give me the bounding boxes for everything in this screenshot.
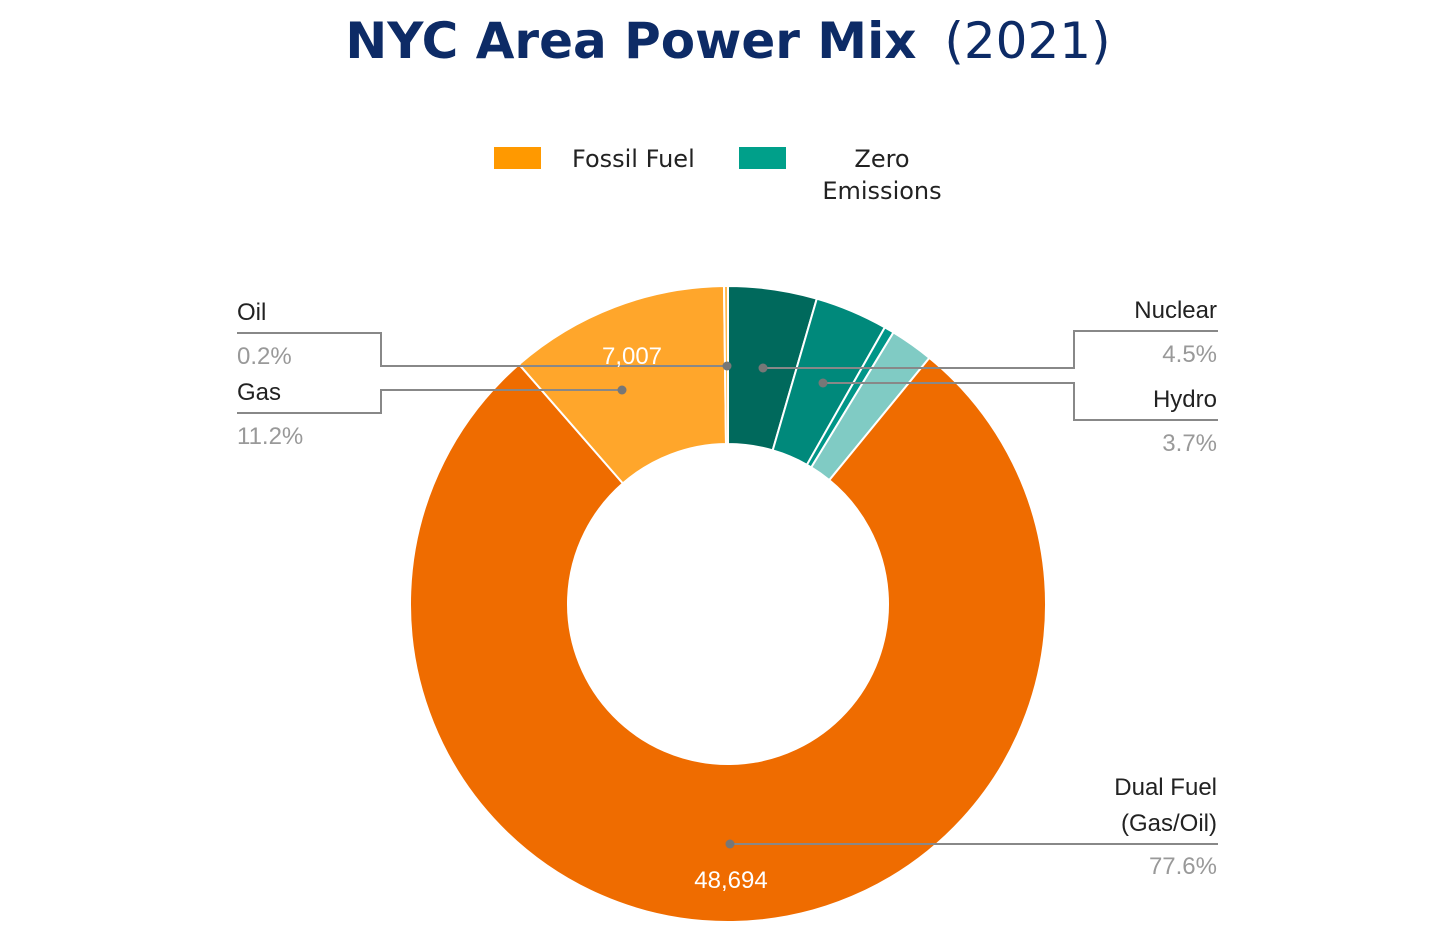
- leader-line-nuclear: [763, 330, 1218, 369]
- label-nuclear-percent: 4.5%: [1162, 341, 1217, 368]
- leader-lines: [237, 330, 1218, 845]
- label-dual-fuel-name-line2: (Gas/Oil): [1121, 810, 1217, 837]
- legend-swatch-fossil-fuel: [494, 147, 541, 169]
- chart-title-main: NYC Area Power Mix: [345, 12, 916, 70]
- label-hydro-name: Hydro: [1153, 386, 1217, 413]
- leader-dot-nuclear: [758, 363, 768, 373]
- label-oil-percent: 0.2%: [237, 343, 292, 370]
- label-gas-percent: 11.2%: [237, 423, 303, 450]
- leader-dot-oil: [722, 361, 732, 371]
- legend-swatch-zero-emissions: [739, 147, 786, 169]
- legend: Fossil Fuel Zero Emissions: [494, 145, 942, 205]
- legend-label-fossil-fuel: Fossil Fuel: [572, 145, 695, 173]
- label-dual-fuel-name-line1: Dual Fuel: [1114, 774, 1217, 801]
- leader-line-gas: [237, 389, 622, 414]
- value-label-gas: 7,007: [602, 343, 662, 370]
- chart-title: NYC Area Power Mix (2021): [345, 12, 1110, 70]
- label-hydro-percent: 3.7%: [1162, 430, 1217, 457]
- label-gas-name: Gas: [237, 379, 281, 406]
- leader-dot-hydro: [818, 378, 828, 388]
- label-nuclear-name: Nuclear: [1134, 297, 1217, 324]
- slice-gas: [517, 285, 727, 485]
- legend-label-zero-emissions-line1: Zero: [854, 145, 909, 173]
- leader-dot-dual-fuel: [725, 839, 735, 849]
- slice-dual-fuel-gas-oil: [409, 356, 1047, 923]
- leader-dot-gas: [617, 385, 627, 395]
- leader-line-hydro: [823, 382, 1218, 421]
- leader-dots: [617, 361, 828, 849]
- value-label-dual-fuel: 48,694: [694, 867, 767, 894]
- chart-title-year: (2021): [944, 12, 1110, 70]
- leader-line-oil: [237, 332, 727, 367]
- label-dual-fuel-percent: 77.6%: [1149, 853, 1217, 880]
- legend-label-zero-emissions-line2: Emissions: [822, 177, 941, 205]
- donut-slices: [409, 284, 1047, 923]
- label-oil-name: Oil: [237, 299, 266, 326]
